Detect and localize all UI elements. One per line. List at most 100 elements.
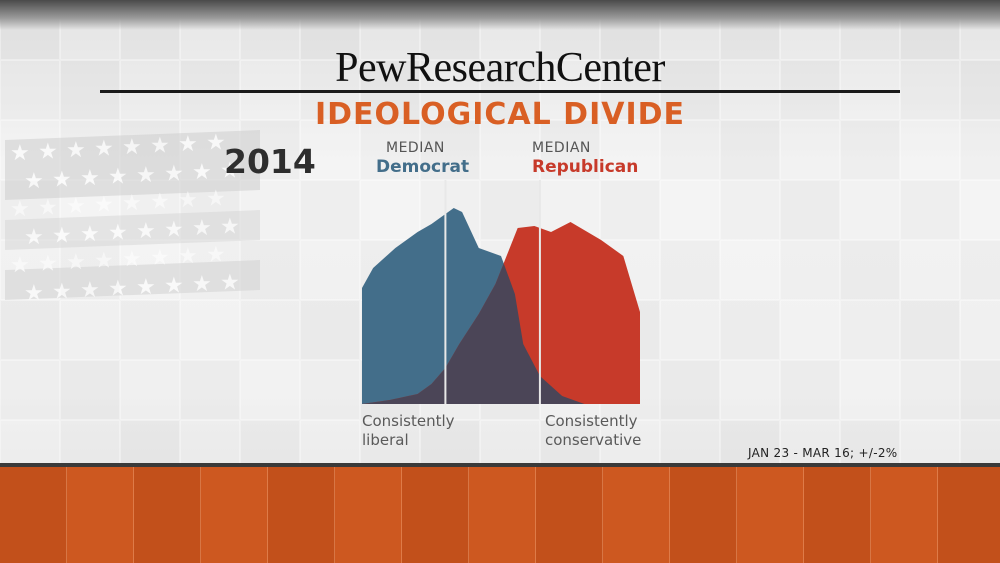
- overlap-distribution-area: [362, 263, 640, 404]
- background-tile: [900, 360, 960, 420]
- flag-star-icon: ★: [150, 246, 170, 271]
- flag-star-icon: ★: [80, 166, 100, 191]
- flag-star-icon: ★: [52, 168, 72, 193]
- background-tile: [360, 120, 420, 180]
- background-tile: [480, 120, 540, 180]
- democrat-median-prefix: MEDIAN: [386, 140, 445, 156]
- chart-title: IDEOLOGICAL DIVIDE: [314, 97, 686, 132]
- background-tile: [60, 360, 120, 420]
- flag-star-icon: ★: [94, 249, 114, 274]
- background-tile: [240, 300, 300, 360]
- background-tile: [780, 240, 840, 300]
- background-tile: [300, 360, 360, 420]
- band-tile: [938, 467, 1000, 563]
- flag-star-icon: ★: [178, 188, 198, 213]
- band-tile: [603, 467, 670, 563]
- flag-star-icon: ★: [80, 222, 100, 247]
- background-tile: [900, 240, 960, 300]
- flag-star-icon: ★: [122, 135, 142, 160]
- band-tile: [871, 467, 938, 563]
- background-tile: [780, 300, 840, 360]
- band-tile: [737, 467, 804, 563]
- background-tile: [840, 180, 900, 240]
- band-tile: [335, 467, 402, 563]
- background-tile: [960, 240, 1000, 300]
- axis-right-label-line1: Consistently: [545, 412, 638, 430]
- background-tile: [540, 120, 600, 180]
- flag-star-icon: ★: [164, 218, 184, 243]
- flag-star-icon: ★: [108, 221, 128, 246]
- band-tile: [0, 467, 67, 563]
- background-tile: [720, 180, 780, 240]
- flag-star-icon: ★: [38, 196, 58, 221]
- flag-star-icon: ★: [94, 137, 114, 162]
- flag-star-icon: ★: [122, 191, 142, 216]
- background-tile: [660, 360, 720, 420]
- background-tile: [300, 240, 360, 300]
- flag-star-icon: ★: [206, 187, 226, 212]
- flag-star-icon: ★: [38, 140, 58, 165]
- flag-star-icon: ★: [10, 141, 30, 166]
- flag-star-icon: ★: [108, 165, 128, 190]
- top-shadow: [0, 0, 1000, 30]
- flag-star-icon: ★: [220, 215, 240, 240]
- background-tile: [900, 180, 960, 240]
- background-tile: [180, 360, 240, 420]
- axis-right-label-line2: conservative: [545, 431, 642, 449]
- background-tile: [600, 120, 660, 180]
- band-tile: [670, 467, 737, 563]
- background-tile: [780, 180, 840, 240]
- flag-star-icon: ★: [178, 244, 198, 269]
- flag-star-icon: ★: [94, 193, 114, 218]
- background-tile: [720, 360, 780, 420]
- background-tile: [900, 120, 960, 180]
- flag-star-icon: ★: [52, 280, 72, 305]
- background-tile: [960, 180, 1000, 240]
- band-tile: [67, 467, 134, 563]
- band-tile: [134, 467, 201, 563]
- republican-median-prefix: MEDIAN: [532, 140, 591, 156]
- source-note: JAN 23 - MAR 16; +/-2%: [748, 446, 898, 460]
- header-rule: [100, 90, 900, 93]
- background-tile: [900, 300, 960, 360]
- background-tile: [0, 360, 60, 420]
- background-tile: [300, 300, 360, 360]
- flag-star-icon: ★: [220, 159, 240, 184]
- flag-star-icon: ★: [136, 219, 156, 244]
- background-tile: [840, 120, 900, 180]
- background-tile: [900, 60, 960, 120]
- flag-star-icon: ★: [66, 138, 86, 163]
- background-tile: [780, 360, 840, 420]
- flag-star-icon: ★: [52, 224, 72, 249]
- background-tile: [840, 300, 900, 360]
- background-tile: [60, 300, 120, 360]
- flag-star-icon: ★: [178, 132, 198, 157]
- background-tile: [840, 240, 900, 300]
- background-tile: [840, 360, 900, 420]
- background-tile: [120, 300, 180, 360]
- american-flag-icon: ★ ★ ★ ★ ★ ★ ★ ★★ ★ ★ ★ ★ ★ ★ ★★ ★ ★ ★ ★ ★ ★ ★★ ★ ★ ★ ★ ★ ★ ★★ ★ ★ ★ ★ ★ ★ ★…: [5, 130, 260, 306]
- background-tile: [660, 300, 720, 360]
- band-tile: [536, 467, 603, 563]
- year-label: 2014: [224, 142, 316, 181]
- flag-star-icon: ★: [66, 250, 86, 275]
- background-tile: [600, 180, 660, 240]
- flag-star-icon: ★: [150, 190, 170, 215]
- background-tile: [960, 360, 1000, 420]
- background-tile: [0, 60, 60, 120]
- background-tile: [660, 120, 720, 180]
- axis-left-label: Consistently liberal: [362, 412, 455, 450]
- flag-star-icon: ★: [38, 252, 58, 277]
- flag-star-icon: ★: [192, 160, 212, 185]
- background-tile: [180, 300, 240, 360]
- background-tile: [960, 120, 1000, 180]
- background-tile: [720, 120, 780, 180]
- flag-star-icon: ★: [206, 243, 226, 268]
- band-tile: [268, 467, 335, 563]
- axis-right-label: Consistently conservative: [545, 412, 641, 450]
- pew-research-center-logo: PewResearchCenter: [335, 45, 665, 91]
- band-tile: [804, 467, 871, 563]
- flag-star-icon: ★: [122, 247, 142, 272]
- flag-star-icon: ★: [136, 163, 156, 188]
